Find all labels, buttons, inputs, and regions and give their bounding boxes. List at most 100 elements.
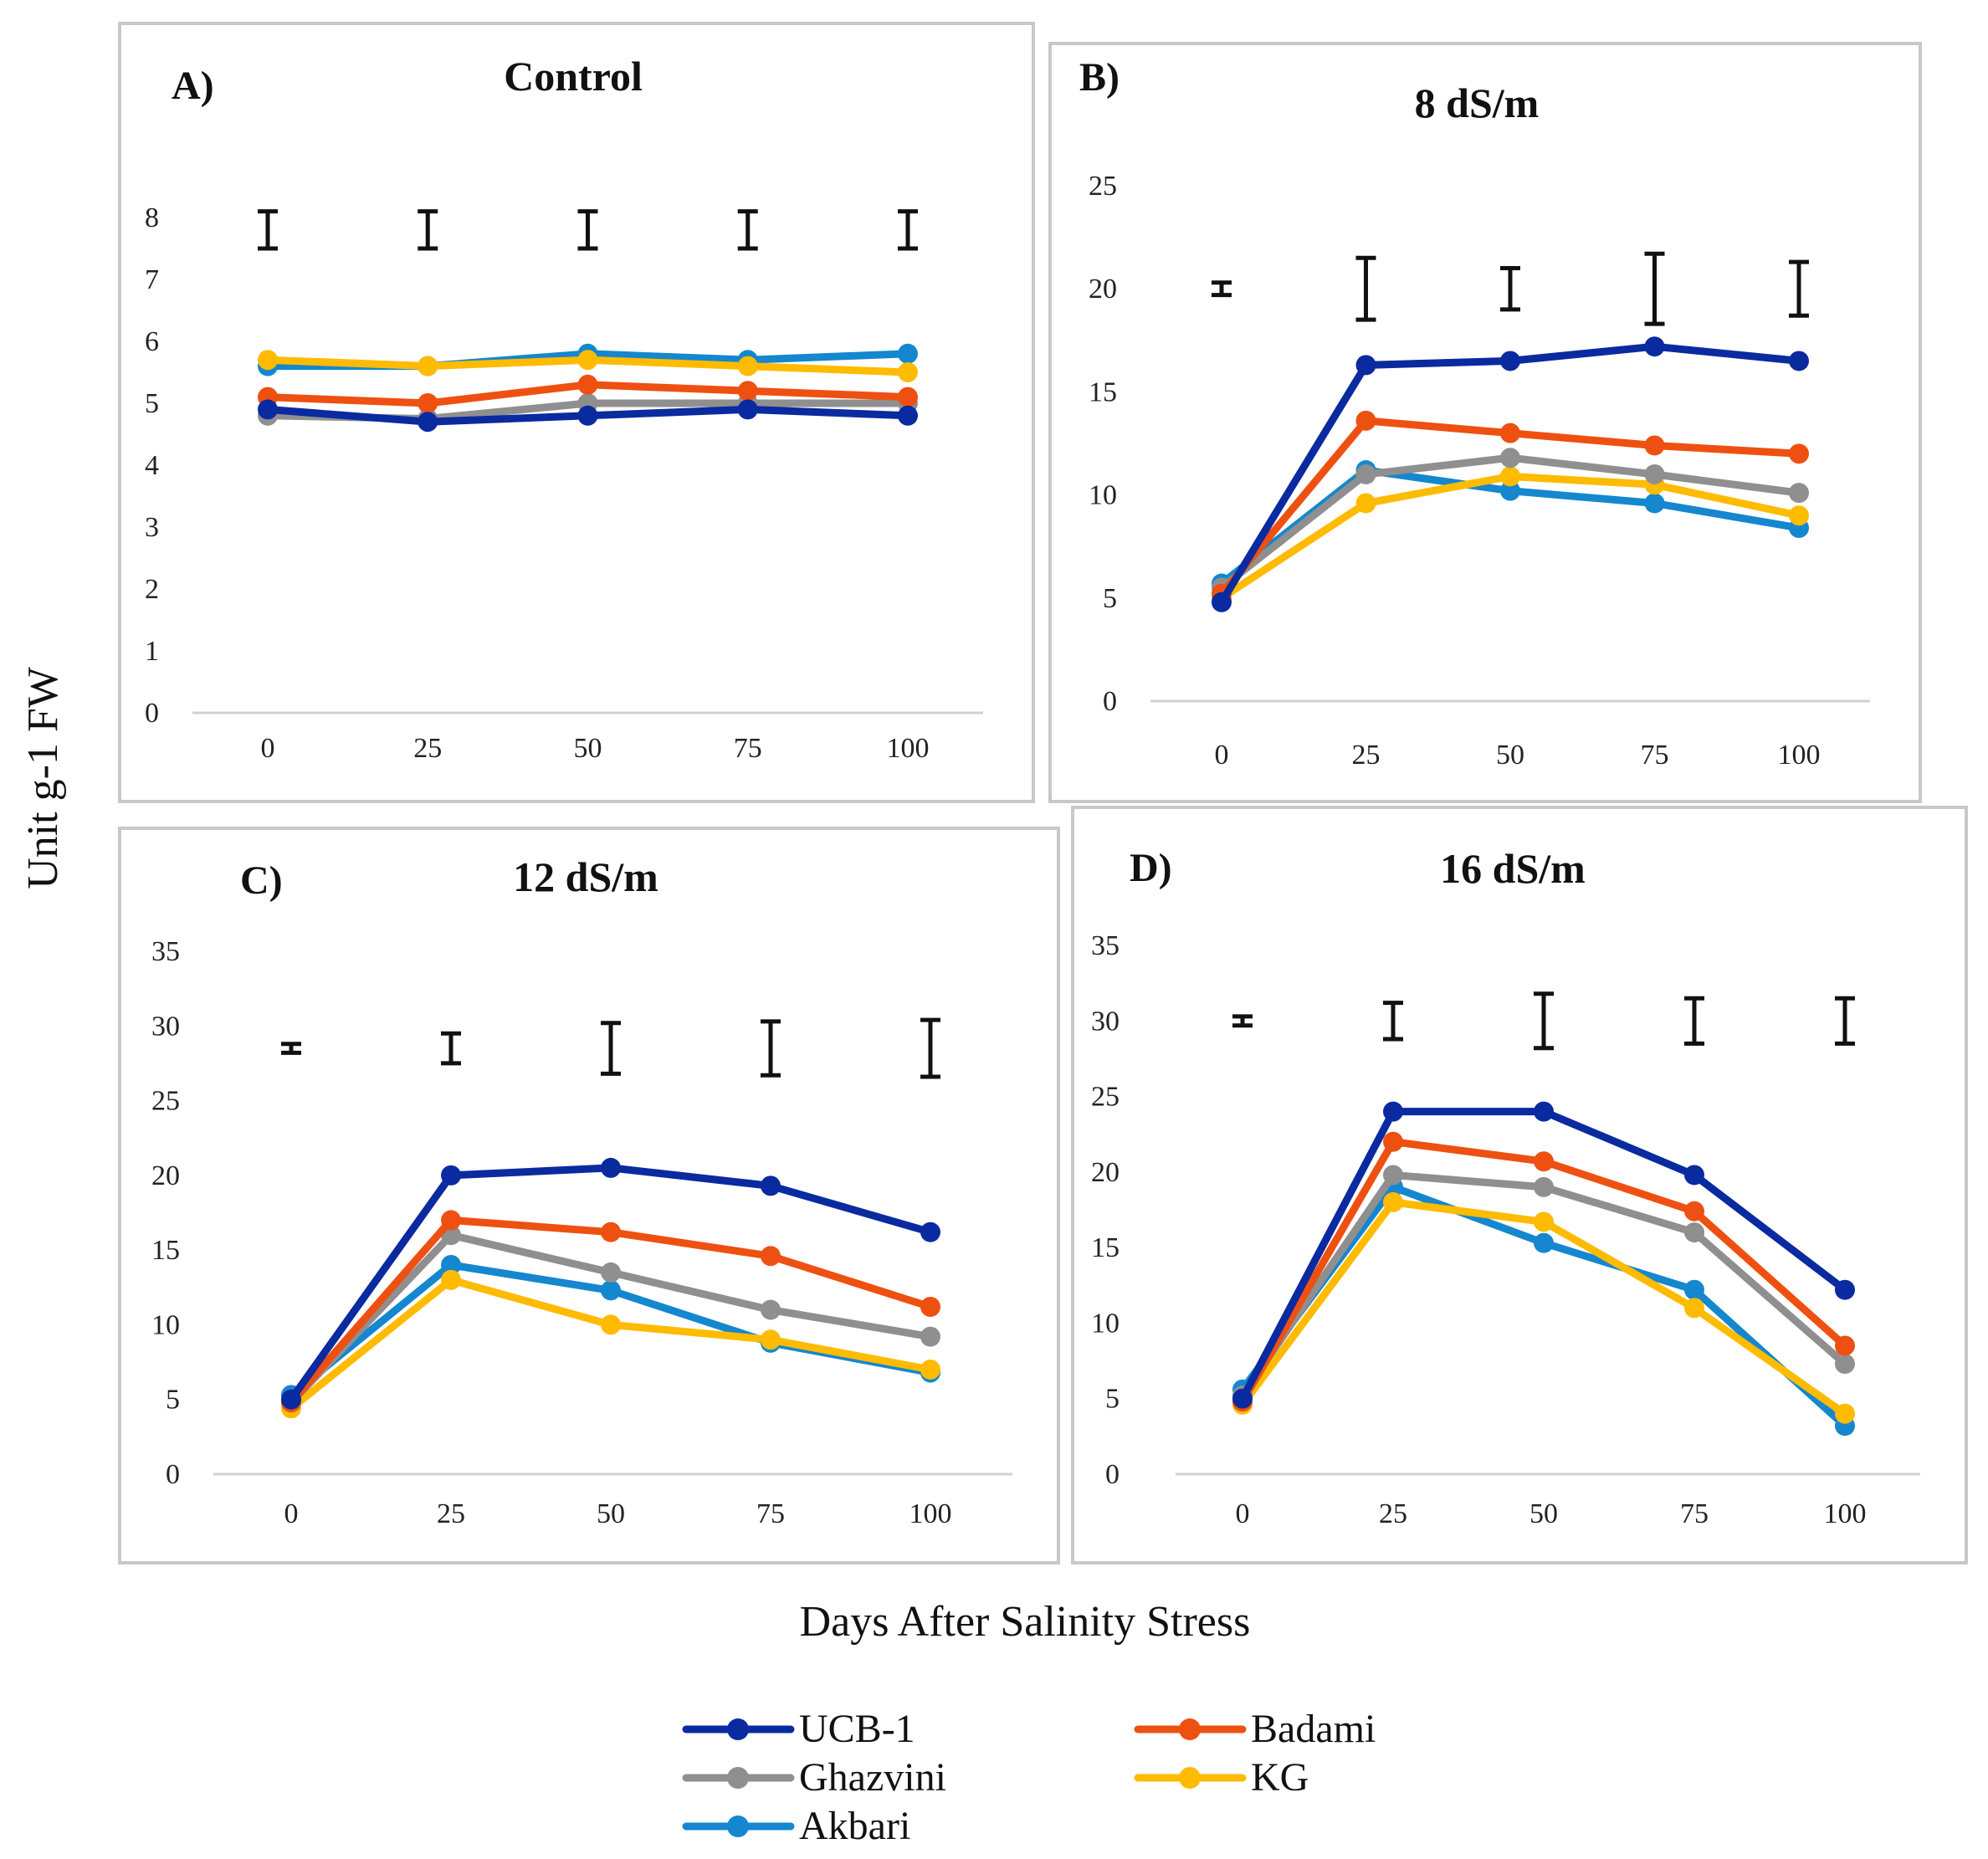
- data-point-kg: [1789, 505, 1809, 526]
- error-bar: [281, 1042, 301, 1055]
- y-tick-label: 30: [1091, 1006, 1120, 1037]
- x-tick-label: 25: [1352, 740, 1381, 771]
- data-point-badami: [418, 393, 438, 413]
- x-tick-label: 100: [1824, 1498, 1867, 1529]
- x-axis-title: Days After Salinity Stress: [800, 1598, 1251, 1646]
- data-point-ucb1: [1355, 355, 1376, 376]
- panel-c-letter: C): [240, 858, 283, 903]
- data-point-ghazvini: [1355, 463, 1376, 484]
- y-tick-label: 4: [145, 450, 159, 481]
- data-point-ghazvini: [601, 1262, 621, 1283]
- data-point-akbari: [1644, 493, 1665, 514]
- legend-marker-ucb1: [727, 1718, 749, 1740]
- y-tick-label: 2: [145, 574, 159, 605]
- panel-d: D) 16 dS/m 0 5 10 15 20 25 30 35 0 25 50 75 100: [1071, 806, 1968, 1565]
- x-tick-label: 0: [284, 1498, 299, 1529]
- legend: UCB-1 Badami Ghazvini KG Akbari: [682, 1707, 1376, 1848]
- data-point-ghazvini: [1835, 1354, 1855, 1375]
- y-tick-label: 5: [145, 388, 159, 419]
- data-point-ucb1: [441, 1165, 461, 1186]
- y-tick-label: 10: [1089, 480, 1117, 511]
- data-point-ucb1: [1383, 1101, 1403, 1122]
- x-tick-label: 75: [734, 733, 762, 764]
- data-point-kg: [601, 1314, 621, 1335]
- panel-b-title: 8 dS/m: [1415, 79, 1540, 126]
- legend-label-ghazvini: Ghazvini: [799, 1755, 946, 1800]
- legend-marker-ghazvini: [727, 1767, 749, 1789]
- y-tick-label: 30: [151, 1011, 180, 1042]
- x-tick-label: 25: [413, 733, 442, 764]
- data-point-ucb1: [1500, 351, 1520, 371]
- y-tick-label: 7: [145, 264, 159, 295]
- data-point-badami: [1355, 410, 1376, 431]
- data-point-akbari: [1684, 1279, 1704, 1300]
- legend-marker-akbari: [727, 1815, 749, 1837]
- y-tick-label: 25: [1091, 1082, 1120, 1113]
- data-point-kg: [577, 350, 598, 371]
- panel-d-letter: D): [1130, 846, 1172, 890]
- panel-b-letter: B): [1079, 55, 1120, 100]
- data-point-kg: [1684, 1298, 1704, 1319]
- error-bar: [737, 209, 758, 251]
- y-tick-label: 15: [1091, 1232, 1120, 1263]
- panel-a: A) Control 0 1 2 3 4 5 6 7 8 0 25 50 75 100: [118, 22, 1035, 803]
- data-point-ucb1: [1644, 336, 1665, 357]
- data-point-ucb1: [281, 1389, 301, 1410]
- error-bar: [577, 209, 598, 251]
- panel-b: B) 8 dS/m 0 5 10 15 20 25 0 25 50 75 100: [1048, 42, 1922, 803]
- x-tick-label: 0: [1215, 740, 1229, 771]
- data-point-badami: [1644, 435, 1665, 456]
- data-point-badami: [1789, 443, 1809, 464]
- legend-label-akbari: Akbari: [799, 1804, 910, 1848]
- x-tick-label: 75: [756, 1498, 785, 1529]
- error-bar: [920, 1017, 940, 1079]
- y-tick-label: 0: [145, 698, 159, 729]
- error-bar: [1383, 1001, 1403, 1042]
- data-point-akbari: [898, 343, 918, 364]
- x-tick-label: 50: [1529, 1498, 1558, 1529]
- legend-marker-kg: [1179, 1767, 1201, 1789]
- y-tick-label: 1: [145, 636, 159, 667]
- data-point-kg: [1534, 1211, 1554, 1232]
- data-point-kg: [898, 362, 918, 382]
- data-point-badami: [920, 1297, 940, 1317]
- data-point-ucb1: [418, 412, 438, 433]
- data-point-ucb1: [258, 399, 278, 420]
- y-tick-label: 5: [1103, 583, 1117, 614]
- data-point-kg: [1355, 493, 1376, 514]
- x-tick-label: 75: [1641, 740, 1669, 771]
- error-bar: [1232, 1014, 1253, 1028]
- y-tick-label: 35: [151, 936, 180, 967]
- data-point-akbari: [601, 1280, 621, 1301]
- data-point-ghazvini: [1644, 463, 1665, 484]
- legend-item-akbari: Akbari: [682, 1804, 910, 1848]
- panel-b-frame: [1048, 42, 1922, 803]
- legend-label-badami: Badami: [1251, 1707, 1376, 1751]
- panel-a-letter: A): [172, 64, 214, 108]
- data-point-badami: [761, 1246, 781, 1267]
- data-point-akbari: [441, 1255, 461, 1275]
- x-tick-label: 0: [1236, 1498, 1250, 1529]
- panel-c-title: 12 dS/m: [513, 853, 658, 900]
- data-point-kg: [441, 1269, 461, 1290]
- y-tick-label: 0: [1105, 1459, 1120, 1490]
- data-point-kg: [1500, 466, 1520, 487]
- y-tick-label: 5: [1105, 1384, 1120, 1415]
- data-point-badami: [1534, 1151, 1554, 1172]
- data-point-kg: [418, 356, 438, 376]
- y-tick-label: 8: [145, 202, 159, 233]
- panel-b-plot: 0 5 10 15 20 25 0 25 50 75 100: [1089, 171, 1870, 771]
- y-tick-label: 25: [1089, 171, 1117, 202]
- panel-c-frame: [118, 827, 1060, 1565]
- data-point-badami: [737, 381, 758, 402]
- data-point-ghazvini: [1383, 1165, 1403, 1186]
- x-tick-label: 50: [574, 733, 602, 764]
- panel-d-plot: 0 5 10 15 20 25 30 35 0 25 50 75 100: [1091, 930, 1920, 1529]
- error-bar: [1835, 996, 1855, 1046]
- data-point-ucb1: [920, 1221, 940, 1242]
- y-tick-label: 25: [151, 1086, 180, 1117]
- data-point-ucb1: [1789, 351, 1809, 371]
- panel-a-plot: 0 1 2 3 4 5 6 7 8 0 25 50 75 100: [145, 202, 983, 764]
- data-point-kg: [761, 1329, 781, 1350]
- data-point-ghazvini: [761, 1299, 781, 1320]
